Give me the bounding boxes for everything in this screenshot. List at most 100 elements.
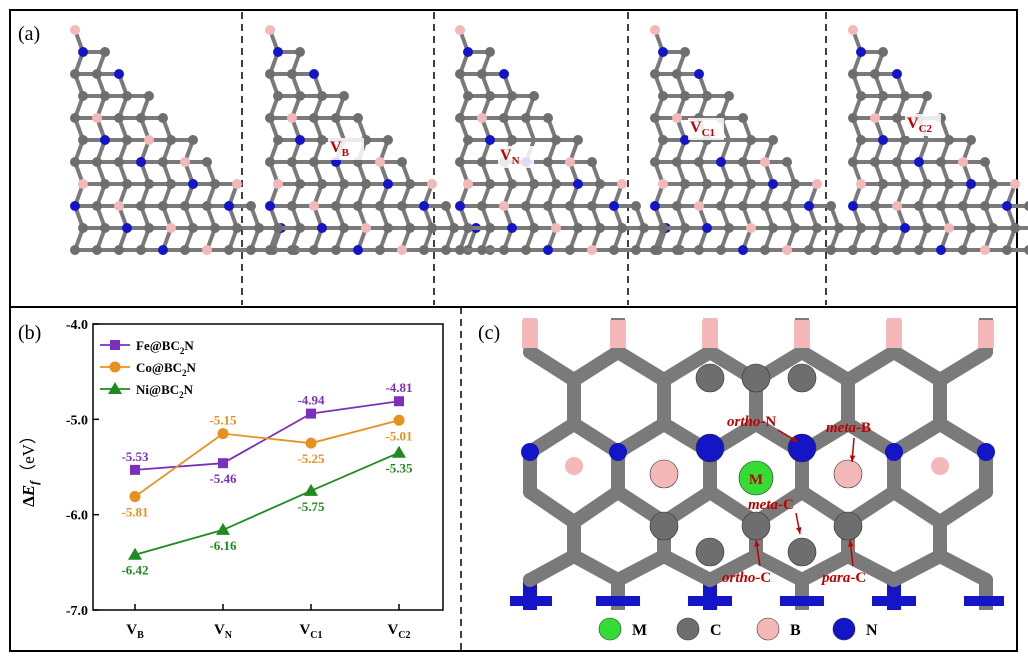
legend-label: Co@BC2N (136, 360, 197, 378)
legend-atom-label: N (866, 622, 878, 639)
boron-atom (980, 245, 990, 255)
arrow-head (848, 540, 854, 547)
panel-a: (a) VB VN VC1 VC2 (18, 23, 1028, 255)
nitrogen-atom (738, 245, 748, 255)
carbon-atom (122, 91, 132, 101)
outer-frame (9, 9, 1018, 652)
nitrogen-atom (353, 245, 363, 255)
carbon-atom (980, 157, 990, 167)
x-tick-label: VB (126, 622, 144, 641)
carbon-atom (232, 223, 242, 233)
bond (749, 549, 809, 587)
y-tick-label: -6.0 (66, 509, 88, 524)
carbon-atom (78, 135, 88, 145)
carbon-atom (499, 113, 509, 123)
nitrogen-atom (273, 47, 283, 57)
carbon-atom (521, 113, 531, 123)
nitrogen-bond (964, 596, 1004, 606)
carbon-atom (455, 245, 465, 255)
carbon-atom (265, 113, 275, 123)
carbon-atom (650, 113, 660, 123)
boron-atom (232, 179, 242, 189)
carbon-atom (790, 179, 800, 189)
carbon-atom (768, 223, 778, 233)
boron-atom (658, 179, 668, 189)
boron-atom (477, 113, 487, 123)
data-label: -5.25 (297, 451, 325, 466)
carbon-atom (463, 223, 473, 233)
carbon-atom (287, 157, 297, 167)
boron-atom (309, 201, 319, 211)
carbon-atom (760, 245, 770, 255)
carbon-atom (273, 223, 283, 233)
carbon-atom (166, 179, 176, 189)
vacancy-label: VN (500, 147, 520, 167)
site-label: ortho-C (722, 570, 771, 586)
carbon-atom (573, 223, 583, 233)
nitrogen-atom (892, 69, 902, 79)
carbon-atom (958, 201, 968, 211)
carbon-atom (988, 179, 998, 189)
data-point (130, 464, 140, 475)
data-point (305, 437, 317, 449)
carbon-atom (680, 179, 690, 189)
carbon-atom (834, 223, 844, 233)
carbon-atom (144, 91, 154, 101)
carbon-atom (565, 245, 575, 255)
carbon-atom (658, 91, 668, 101)
carbon-atom (353, 113, 363, 123)
carbon-atom (499, 245, 509, 255)
panel-c-label: (c) (478, 322, 500, 344)
carbon-atom (914, 201, 924, 211)
legend-marker (108, 382, 122, 394)
data-point (394, 396, 404, 407)
carbon-atom (672, 69, 682, 79)
carbon-atom (741, 511, 771, 541)
carbon-atom (224, 245, 234, 255)
nitrogen-atom (966, 179, 976, 189)
series-line (134, 451, 400, 556)
site-label: meta-B (826, 420, 871, 436)
carbon-atom (287, 201, 297, 211)
carbon-atom (543, 201, 553, 211)
carbon-atom (695, 537, 725, 567)
carbon-atom (397, 201, 407, 211)
carbon-atom (595, 179, 605, 189)
carbon-atom (331, 245, 341, 255)
arrow-head (754, 540, 760, 547)
carbon-atom (529, 91, 539, 101)
carbon-atom (672, 201, 682, 211)
nitrogen-atom (716, 157, 726, 167)
carbon-atom (944, 135, 954, 145)
bond (567, 549, 625, 587)
boron-bond (886, 320, 902, 348)
boron-atom (1010, 179, 1020, 189)
carbon-atom (202, 157, 212, 167)
boron-atom (870, 113, 880, 123)
nitrogen-atom (100, 135, 110, 145)
boron-atom (273, 179, 283, 189)
carbon-atom (405, 179, 415, 189)
carbon-atom (804, 245, 814, 255)
carbon-atom (339, 91, 349, 101)
nitrogen-atom (848, 201, 858, 211)
carbon-atom (565, 201, 575, 211)
nitrogen-atom (1002, 201, 1012, 211)
structure-1 (70, 25, 300, 255)
carbon-atom (716, 201, 726, 211)
carbon-atom (405, 223, 415, 233)
bond (933, 549, 993, 587)
bond (841, 549, 901, 587)
carbon-atom (92, 201, 102, 211)
boron-atom (617, 179, 627, 189)
carbon-atom (317, 179, 327, 189)
nitrogen-atom (265, 201, 275, 211)
carbon-atom (848, 69, 858, 79)
carbon-atom (1010, 223, 1020, 233)
carbon-atom (856, 91, 866, 101)
carbon-atom (295, 179, 305, 189)
carbon-atom (826, 201, 836, 211)
carbon-atom (375, 245, 385, 255)
bond (795, 549, 855, 587)
carbon-atom (966, 135, 976, 145)
